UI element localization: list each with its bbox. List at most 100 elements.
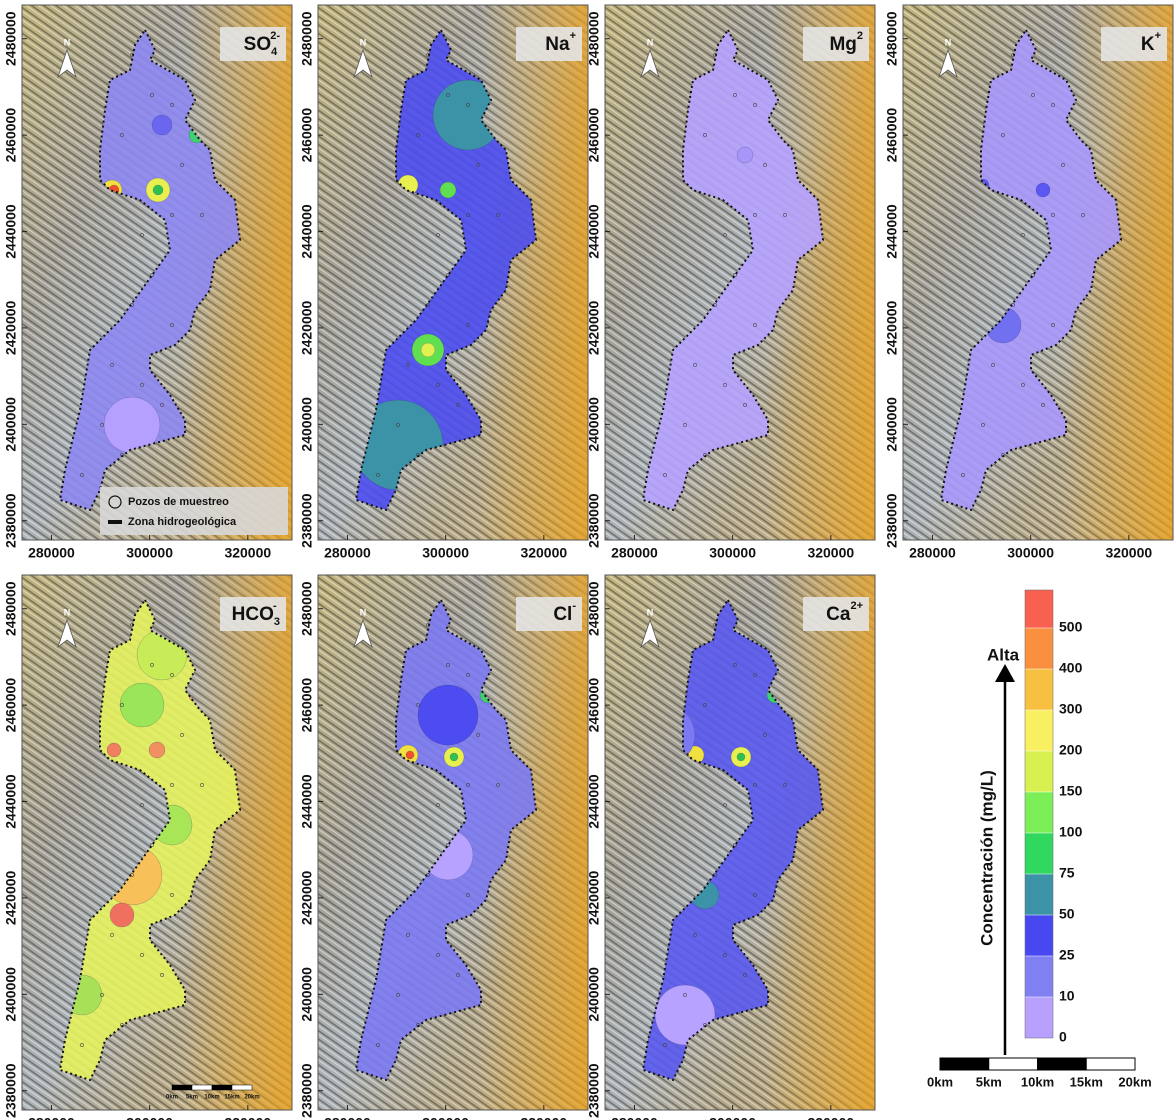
y-tick-label: 2420000 [299,870,315,925]
color-band [1025,833,1053,874]
y-tick-label: 2380000 [586,493,602,548]
color-band [1025,792,1053,833]
north-label: N [647,37,654,47]
mini-scale-segment [232,1085,252,1090]
y-tick-label: 2440000 [299,774,315,829]
y-tick-label: 2440000 [3,204,19,259]
y-tick-label: 2400000 [3,397,19,452]
y-tick-label: 2380000 [299,493,315,548]
y-tick-label: 2480000 [884,11,900,66]
scale-label: 15km [1070,1074,1103,1089]
y-tick-label: 2420000 [586,300,602,355]
mini-scale-segment [212,1085,232,1090]
color-band [1025,710,1053,751]
ion-sub: 4 [271,46,278,58]
contour-blob [406,751,414,759]
x-tick-label: 300000 [709,545,756,561]
ion-sub: 3 [274,616,280,628]
scale-label: 5km [976,1074,1002,1089]
x-tick-label: 320000 [1105,545,1152,561]
y-tick-label: 2380000 [299,1063,315,1118]
ion-base: Cl [553,604,572,625]
mini-scale-segment [192,1085,212,1090]
ion-sup: + [1155,30,1161,42]
x-tick-label: 320000 [807,1115,854,1120]
map-panel: NSO42-2800003000003200002380000240000024… [3,5,292,561]
mini-scale-label: 20km [244,1095,259,1101]
ion-sup: - [273,600,277,612]
contours [737,147,753,163]
arrow-label: Alta [987,645,1020,664]
north-label: N [360,37,367,47]
color-level-label: 400 [1059,660,1083,676]
y-tick-label: 2400000 [884,397,900,452]
ion-base: HCO [232,604,274,625]
ion-sup: + [570,30,576,42]
y-tick-label: 2440000 [884,204,900,259]
ion-sup: 2+ [850,600,863,612]
y-tick-label: 2400000 [586,967,602,1022]
ion-base: K [1141,34,1155,55]
legend-zone: Zona hidrogeológica [128,516,237,528]
color-level-label: 500 [1059,619,1083,635]
y-tick-label: 2480000 [3,11,19,66]
contour-blob [440,182,456,198]
ion-base: Mg [829,34,856,55]
color-level-label: 25 [1059,947,1075,963]
x-tick-label: 300000 [126,1115,173,1120]
x-tick-label: 280000 [28,545,75,561]
color-band [1025,590,1053,628]
x-tick-label: 320000 [807,545,854,561]
color-level-label: 200 [1059,742,1083,758]
scale-label: 0km [927,1074,953,1089]
y-tick-label: 2460000 [884,108,900,163]
y-tick-label: 2460000 [299,678,315,733]
scale-segment [1086,1058,1135,1070]
color-level-label: 150 [1059,783,1083,799]
color-level-label: 75 [1059,865,1075,881]
color-band [1025,915,1053,956]
scale-label: 20km [1118,1074,1151,1089]
figure: NSO42-2800003000003200002380000240000024… [0,0,1175,1120]
y-tick-label: 2420000 [299,300,315,355]
contour-blob [110,903,134,927]
y-tick-label: 2380000 [3,493,19,548]
color-level-label: 0 [1059,1029,1067,1045]
mini-scale-label: 10km [204,1095,219,1101]
contour-blob [421,343,435,357]
north-label: N [64,37,71,47]
y-tick-label: 2460000 [586,678,602,733]
y-tick-label: 2380000 [884,493,900,548]
mini-scale-label: 0km [166,1095,178,1101]
y-tick-label: 2440000 [586,774,602,829]
contour-blob [107,743,121,757]
contour-blob [418,685,478,745]
scale-segment [1038,1058,1087,1070]
y-tick-label: 2440000 [586,204,602,259]
legend-wells: Pozos de muestreo [128,496,229,508]
ion-base: SO [244,34,271,55]
y-tick-label: 2400000 [586,397,602,452]
y-tick-label: 2440000 [3,774,19,829]
y-tick-label: 2480000 [299,11,315,66]
y-tick-label: 2480000 [299,581,315,636]
y-tick-label: 2420000 [3,870,19,925]
x-tick-label: 280000 [28,1115,75,1120]
ion-sup: - [572,600,576,612]
x-tick-label: 300000 [126,545,173,561]
north-label: N [945,37,952,47]
x-tick-label: 280000 [611,545,658,561]
y-tick-label: 2460000 [3,678,19,733]
x-tick-label: 280000 [324,545,371,561]
color-band [1025,956,1053,997]
color-level-label: 300 [1059,701,1083,717]
contour-blob [1036,183,1050,197]
map-panel: NHCO3-2800003000003200002380000240000024… [3,575,292,1120]
y-tick-label: 2420000 [586,870,602,925]
contour-blob [737,147,753,163]
color-level-label: 50 [1059,906,1075,922]
y-tick-label: 2440000 [299,204,315,259]
contour-blob [737,753,745,761]
colorbar-title: Concentración (mg/L) [977,770,996,946]
ion-label: HCO3 - [232,600,280,628]
